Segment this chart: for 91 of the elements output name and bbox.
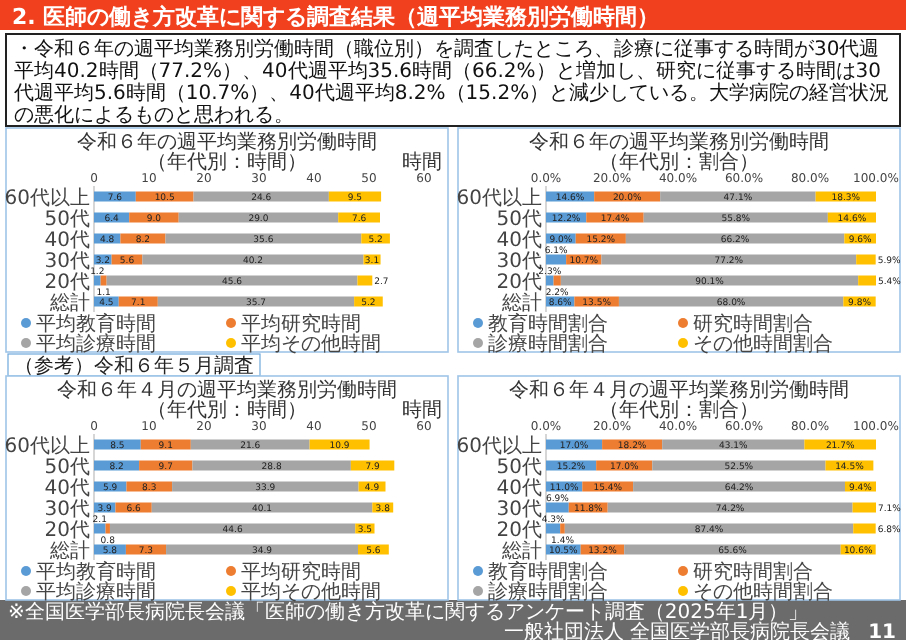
chart-title: 令和６年４月の週平均業務別労働時間 [57,378,397,402]
y-tick-label: 60代以上 [4,185,90,210]
legend-label: 平均研究時間 [241,312,361,336]
text: ※全国医学部長病院長会議「医師の働き方改革に関するアンケート調査（2025年1月）」 [8,600,809,624]
legend-label: 平均教育時間 [36,560,156,584]
bar [190,439,310,450]
bar [618,296,844,307]
legend-label: 診療時間割合 [488,332,608,356]
y-tick-label: 40代 [44,229,90,252]
bar [100,275,107,286]
bar [157,296,355,307]
legend-label: 平均研究時間 [241,560,361,584]
text: 2. 医師の働き方改革に関する調査結果（週平均業務別労働時間） [12,4,660,30]
bar [94,523,106,534]
chart-subtitle: （年代別：時間） [147,150,307,174]
bar [660,191,816,202]
y-tick-label: 30代 [44,250,90,273]
bar [151,502,373,513]
bar [166,544,358,555]
legend-label: 研究時間割合 [693,560,813,584]
bar [546,523,561,534]
bar [553,275,561,286]
bar [652,460,826,471]
bar [607,502,853,513]
bar [624,544,841,555]
bar [192,460,351,471]
legend-label: 平均教育時間 [36,312,156,336]
y-tick-label: 50代 [44,208,90,231]
y-tick-label: 60代以上 [456,185,542,210]
y-tick-label: 50代 [496,456,542,479]
legend-label: 研究時間割合 [693,312,813,336]
bar [142,254,364,265]
chart-title: 令和６年の週平均業務別労働時間 [77,130,377,154]
y-tick-label: 40代 [496,229,542,252]
bar [643,212,828,223]
y-tick-label: 30代 [496,498,542,521]
x-axis-title: 時間 [402,150,442,174]
legend-label: 平均その他時間 [241,332,381,356]
bar [140,439,191,450]
bar [178,212,339,223]
y-tick-label: 総計 [500,538,542,563]
legend-label: 診療時間割合 [488,580,608,604]
bar [856,254,876,265]
bar [357,275,373,286]
y-tick-label: 総計 [500,290,542,315]
bar [193,191,329,202]
legend-label: その他時間割合 [693,580,833,604]
y-tick-label: 40代 [44,477,90,500]
x-axis-title: 時間 [402,398,442,422]
y-tick-label: 50代 [496,208,542,231]
y-tick-label: 20代 [496,271,542,294]
bar [601,254,857,265]
y-tick-label: 20代 [44,519,90,542]
legend-label: 教育時間割合 [488,560,608,584]
bar [546,254,567,265]
bar [564,523,854,534]
legend-label: 教育時間割合 [488,312,608,336]
bar [560,275,859,286]
legend-label: 平均診療時間 [36,580,156,604]
y-tick-label: 総計 [48,290,90,315]
bar [546,502,569,513]
y-tick-label: 40代 [496,477,542,500]
legend-label: 平均診療時間 [36,332,156,356]
bar [852,502,876,513]
bar [633,481,845,492]
bar [662,439,805,450]
chart-title: 令和６年４月の週平均業務別労働時間 [509,378,849,402]
legend-label: その他時間割合 [693,332,833,356]
y-tick-label: 50代 [44,456,90,479]
y-tick-label: 60代以上 [456,433,542,458]
bar [165,233,362,244]
text: 11 [868,622,897,640]
y-tick-label: 20代 [496,519,542,542]
bar [625,233,845,244]
bar [853,523,876,534]
bar [106,275,358,286]
bar [172,481,359,492]
bar [546,275,554,286]
bar [109,523,356,534]
legend-label: 平均その他時間 [241,580,381,604]
chart-subtitle: （年代別：割合） [599,398,759,422]
y-tick-label: 総計 [48,538,90,563]
chart-title: 令和６年の週平均業務別労働時間 [529,130,829,154]
y-tick-label: 30代 [44,498,90,521]
bar [858,275,876,286]
y-tick-label: 60代以上 [4,433,90,458]
chart-subtitle: （年代別：時間） [147,398,307,422]
chart-subtitle: （年代別：割合） [599,150,759,174]
y-tick-label: 20代 [44,271,90,294]
y-tick-label: 30代 [496,250,542,273]
bar [94,275,101,286]
